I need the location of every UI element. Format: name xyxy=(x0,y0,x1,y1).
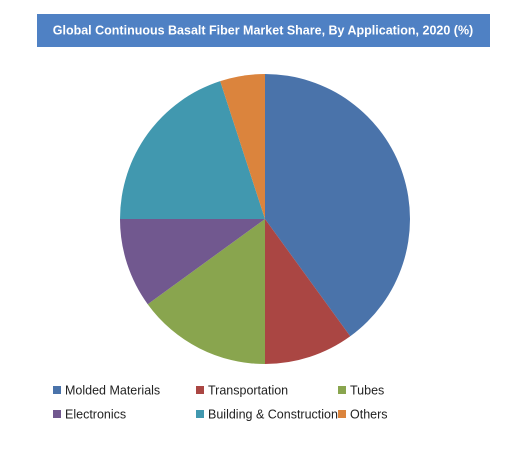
legend-swatch xyxy=(53,410,61,418)
legend-swatch xyxy=(196,410,204,418)
pie-slice xyxy=(120,219,265,305)
pie-slice xyxy=(120,81,265,219)
pie-slice xyxy=(147,219,265,364)
legend: Molded Materials Transportation Tubes Elect… xyxy=(53,383,388,421)
pie xyxy=(120,74,410,364)
legend-label: Transportation xyxy=(208,383,288,397)
legend-swatch xyxy=(196,386,204,394)
legend-label: Molded Materials xyxy=(65,383,160,397)
legend-swatch xyxy=(338,386,346,394)
chart-title: Global Continuous Basalt Fiber Market Sh… xyxy=(53,23,473,37)
pie-slice xyxy=(220,74,265,219)
legend-swatch xyxy=(338,410,346,418)
legend-label: Building & Construction xyxy=(208,407,338,421)
pie-slice xyxy=(265,74,410,337)
legend-label: Electronics xyxy=(65,407,126,421)
legend-swatch xyxy=(53,386,61,394)
pie-slice xyxy=(265,219,351,364)
title-banner xyxy=(37,14,490,47)
legend-label: Others xyxy=(350,407,388,421)
legend-label: Tubes xyxy=(350,383,384,397)
